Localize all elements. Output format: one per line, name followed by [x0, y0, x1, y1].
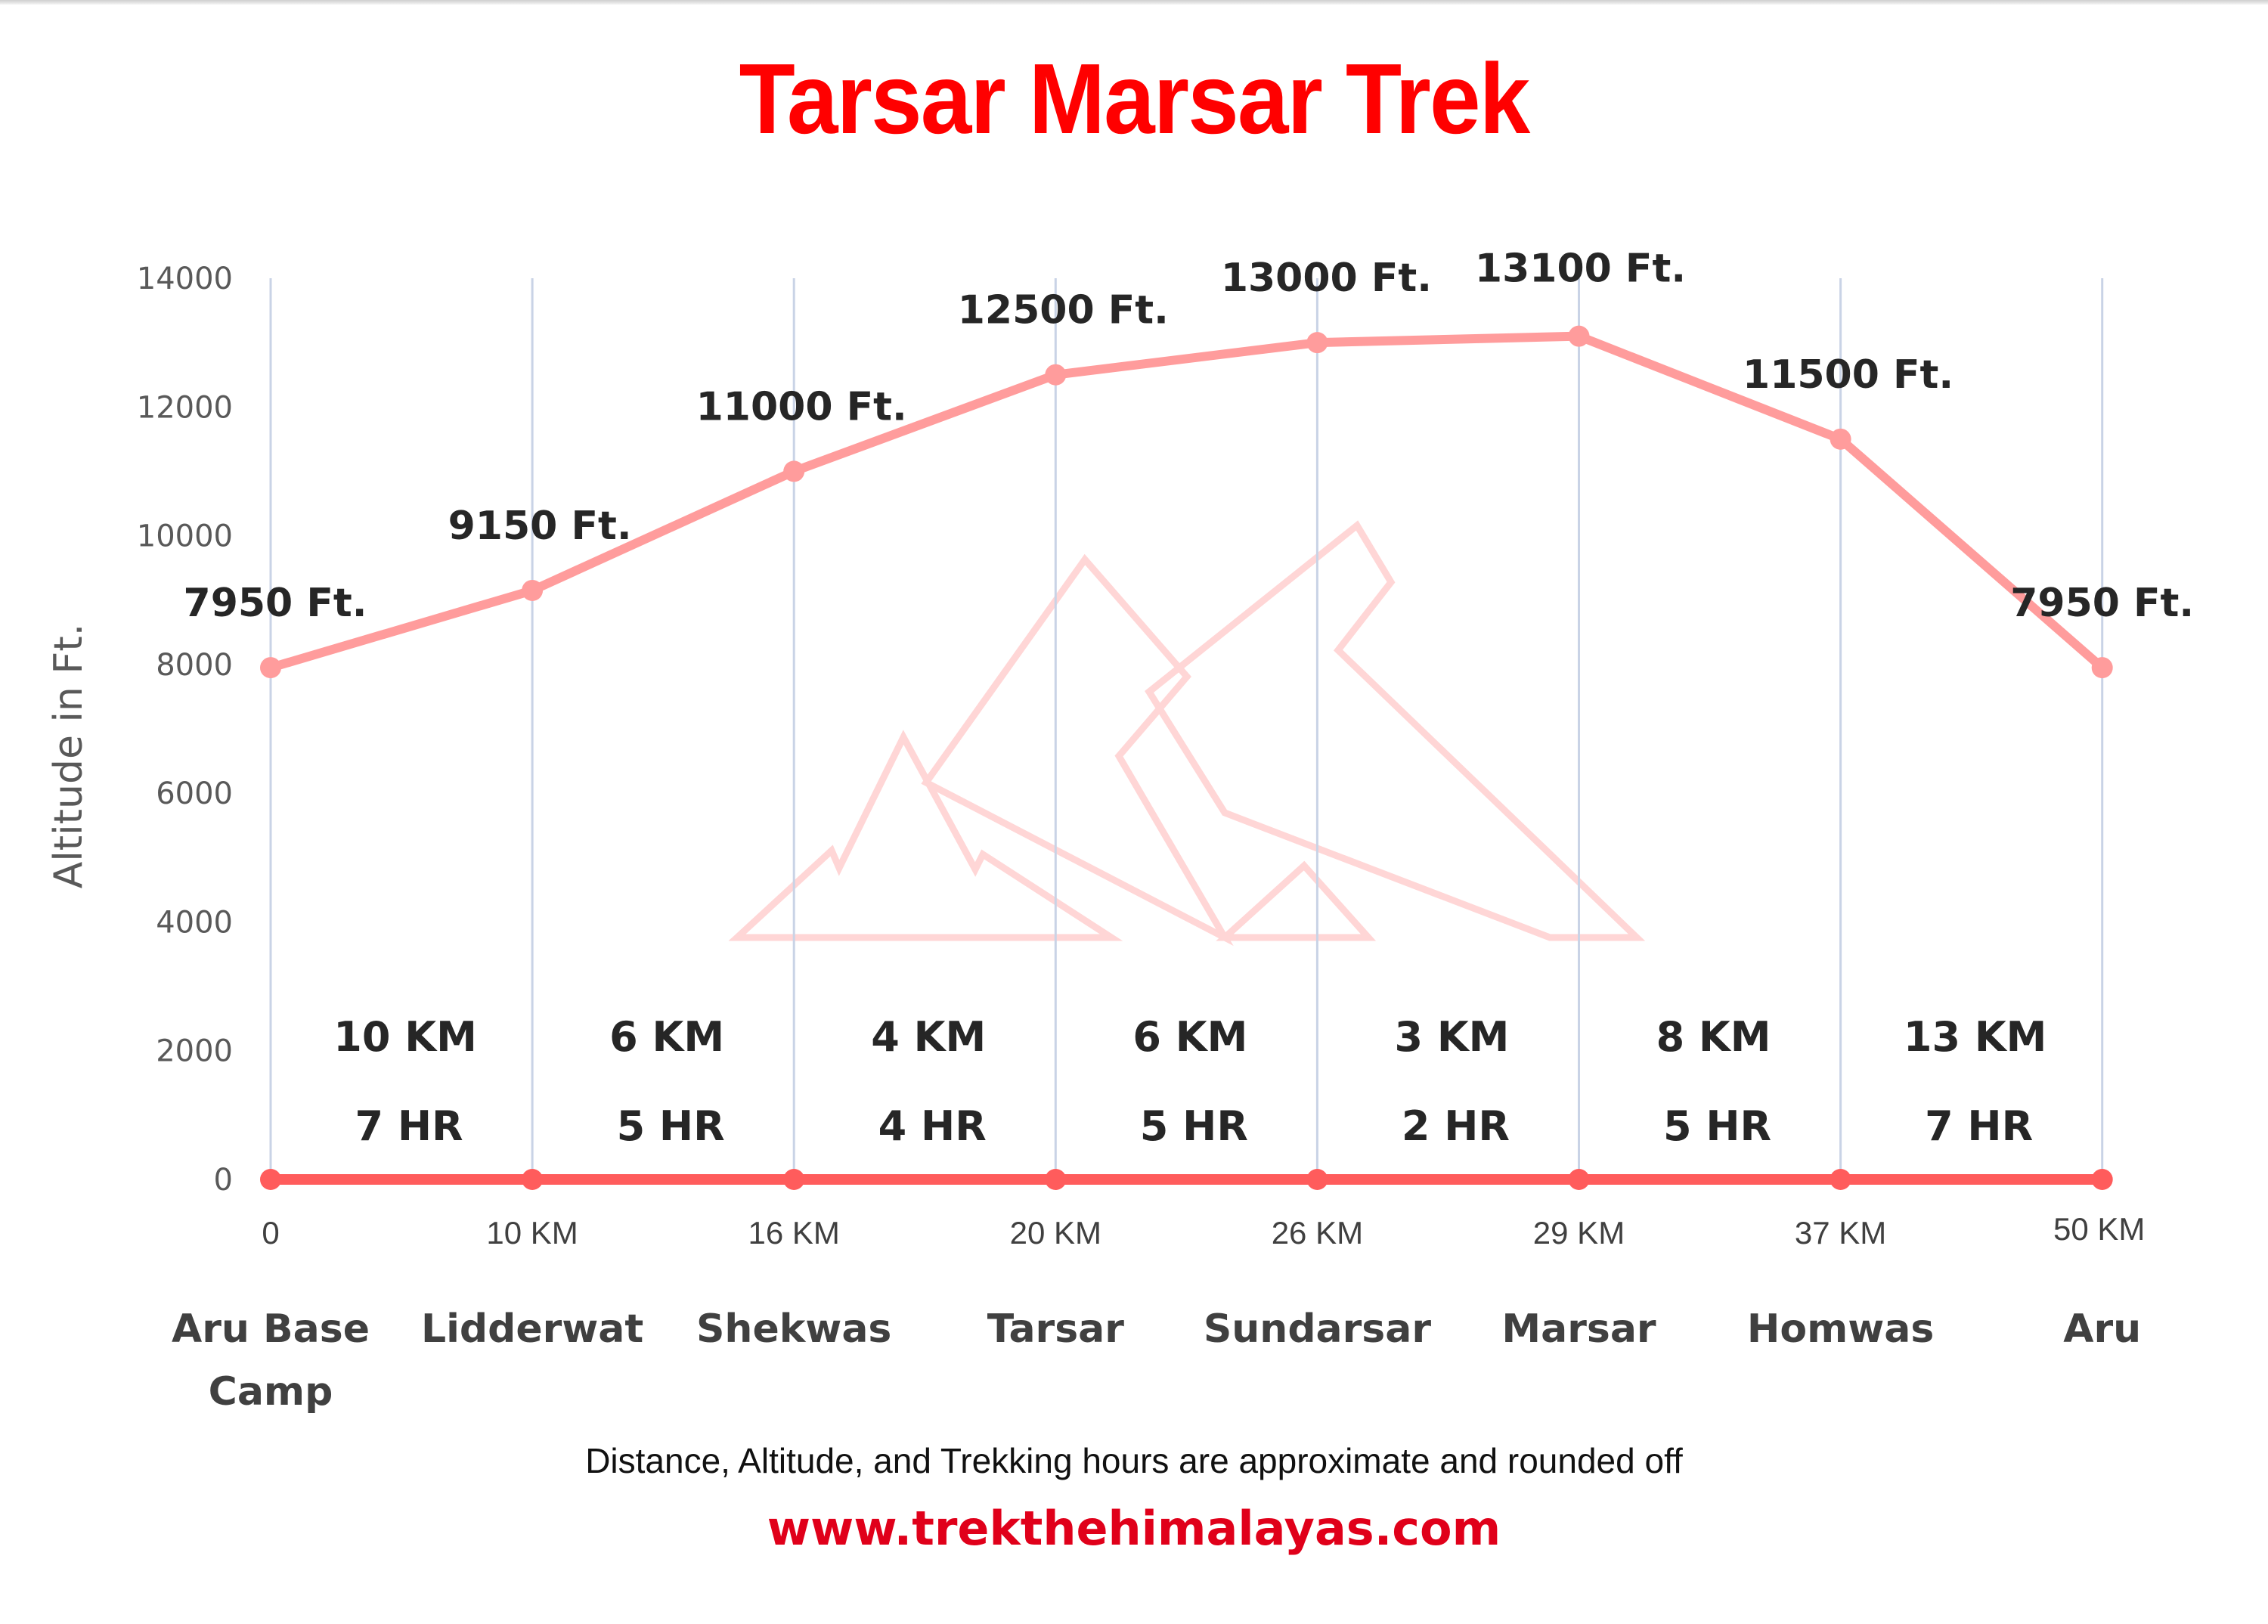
vertical-gridlines — [269, 278, 2104, 1179]
altitude-marker[interactable] — [1045, 364, 1067, 386]
place-label: Sundarsar — [1204, 1306, 1431, 1352]
x-tick-distance: 10 KM — [486, 1215, 578, 1251]
y-axis: 0 2000 4000 6000 8000 10000 12000 14000 — [137, 262, 233, 1198]
segment-labels: 10 KM 7 HR 6 KM 5 HR 4 KM 4 HR 6 KM 5 HR 3 KM 2 H… — [333, 1013, 2046, 1150]
x-tick-distance: 0 — [262, 1215, 279, 1251]
altitude-data-label: 12500 Ft. — [958, 288, 1169, 333]
x-tick-distance: 16 KM — [748, 1215, 840, 1251]
baseline-marker — [1306, 1169, 1328, 1190]
x-tick-distance: 26 KM — [1272, 1215, 1363, 1251]
altitude-marker[interactable] — [260, 657, 281, 679]
segment-distance: 13 KM — [1904, 1013, 2047, 1061]
baseline-series — [260, 1169, 2113, 1190]
segment-hours: 7 HR — [355, 1102, 463, 1150]
watermark-peak-1 — [921, 553, 1234, 947]
segment-hours: 7 HR — [1925, 1102, 2033, 1150]
baseline-marker — [1830, 1169, 1851, 1190]
y-tick-label: 0 — [214, 1163, 233, 1198]
x-tick-distance: 20 KM — [1010, 1215, 1101, 1251]
segment-distance: 6 KM — [609, 1013, 724, 1061]
altitude-data-label: 13100 Ft. — [1475, 246, 1686, 292]
watermark-peak-2 — [1145, 520, 1646, 941]
y-tick-label: 2000 — [156, 1034, 233, 1069]
watermark-peak-3 — [1216, 860, 1377, 941]
altitude-data-label: 7950 Ft. — [184, 581, 367, 626]
segment-distance: 6 KM — [1132, 1013, 1247, 1061]
place-label: Lidderwat — [421, 1306, 643, 1352]
place-label: Aru Base — [172, 1306, 370, 1352]
place-label: Homwas — [1747, 1306, 1935, 1352]
mountain-logo-watermark-icon — [728, 520, 1646, 947]
y-tick-label: 4000 — [156, 905, 233, 940]
altitude-data-label: 11500 Ft. — [1743, 352, 1954, 398]
place-label: Shekwas — [696, 1306, 891, 1352]
segment-distance: 4 KM — [871, 1013, 986, 1061]
y-axis-title: Altitude in Ft. — [46, 624, 91, 889]
y-tick-label: 12000 — [137, 390, 233, 425]
segment-hours: 5 HR — [617, 1102, 725, 1150]
segment-hours: 4 HR — [878, 1102, 987, 1150]
segment-hours: 5 HR — [1663, 1102, 1771, 1150]
baseline-marker — [1045, 1169, 1067, 1190]
altitude-data-labels: 7950 Ft. 9150 Ft. 11000 Ft. 12500 Ft. 13000 … — [184, 246, 2195, 626]
altitude-data-label: 13000 Ft. — [1221, 256, 1432, 301]
baseline-marker — [1568, 1169, 1590, 1190]
chart-title: Tarsar Marsar Trek — [739, 43, 1531, 154]
y-tick-label: 14000 — [137, 262, 233, 296]
altitude-marker[interactable] — [1568, 325, 1590, 347]
x-tick-distance: 37 KM — [1795, 1215, 1886, 1251]
altitude-data-label: 9150 Ft. — [448, 504, 632, 549]
place-label: Tarsar — [987, 1306, 1125, 1352]
y-tick-label: 10000 — [137, 519, 233, 554]
x-axis-distance-labels: 0 10 KM 16 KM 20 KM 26 KM 29 KM 37 KM 50 KM — [262, 1211, 2145, 1251]
segment-hours: 2 HR — [1402, 1102, 1510, 1150]
website-link[interactable]: www.trekthehimalayas.com — [767, 1501, 1501, 1556]
altitude-data-label: 11000 Ft. — [696, 384, 907, 429]
segment-distance: 3 KM — [1394, 1013, 1509, 1061]
baseline-marker — [2091, 1169, 2113, 1190]
watermark-peak-0 — [728, 730, 1123, 941]
altitude-marker[interactable] — [1830, 428, 1851, 450]
footnote: Distance, Altitude, and Trekking hours a… — [585, 1441, 1683, 1480]
x-tick-distance: 29 KM — [1533, 1215, 1625, 1251]
altitude-marker[interactable] — [522, 579, 544, 601]
segment-distance: 8 KM — [1656, 1013, 1771, 1061]
y-tick-label: 8000 — [156, 648, 233, 683]
place-label-line2: Camp — [209, 1369, 333, 1415]
y-tick-label: 6000 — [156, 776, 233, 811]
altitude-marker[interactable] — [783, 460, 805, 482]
place-label: Marsar — [1501, 1306, 1656, 1352]
x-axis-place-labels: Aru Base Camp Lidderwat Shekwas Tarsar Sundar… — [172, 1306, 2141, 1415]
altitude-series — [260, 325, 2113, 679]
top-border — [0, 0, 2268, 5]
segment-hours: 5 HR — [1140, 1102, 1248, 1150]
x-tick-distance: 50 KM — [2053, 1211, 2145, 1247]
baseline-marker — [783, 1169, 805, 1190]
altitude-line — [269, 331, 2105, 672]
altitude-marker[interactable] — [1306, 332, 1328, 354]
altitude-data-label: 7950 Ft. — [2010, 581, 2194, 626]
segment-distance: 10 KM — [333, 1013, 477, 1061]
baseline-marker — [260, 1169, 281, 1190]
baseline-marker — [522, 1169, 544, 1190]
place-label: Aru — [2063, 1306, 2141, 1352]
altitude-marker[interactable] — [2091, 657, 2113, 679]
